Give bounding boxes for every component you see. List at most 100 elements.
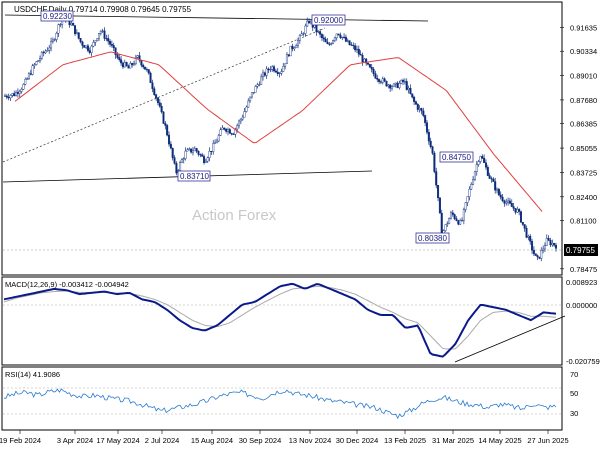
candle-body: [125, 62, 128, 66]
macd-panel: [1, 276, 563, 366]
candle-body: [33, 64, 36, 66]
candle-body: [166, 125, 169, 136]
candle-body: [203, 156, 206, 163]
candle-body: [219, 129, 222, 136]
svg-text:0.92230: 0.92230: [43, 12, 72, 21]
candle-body: [88, 50, 91, 53]
rsi-panel: [1, 366, 563, 431]
candle-body: [241, 116, 244, 120]
x-tick-label: 13 Feb 2025: [384, 436, 426, 445]
candle-body: [486, 167, 489, 176]
candle-body: [145, 69, 148, 71]
candle-body: [291, 45, 294, 50]
candle-body: [149, 72, 152, 83]
candle-body: [144, 66, 147, 70]
candle-body: [462, 209, 465, 221]
candle-body: [531, 241, 534, 251]
candle-body: [112, 45, 115, 48]
candle-body: [333, 37, 336, 41]
candle-body: [355, 48, 358, 51]
candle-body: [121, 62, 124, 68]
candle-body: [317, 31, 320, 33]
current-price-label: 0.79755: [564, 244, 598, 256]
candle-body: [453, 214, 456, 219]
candle-body: [39, 58, 42, 61]
candle-body: [514, 208, 517, 213]
candle-body: [51, 39, 54, 42]
price-candles: [3, 13, 558, 262]
candle-body: [525, 228, 528, 238]
annotation-92000: 0.92000: [311, 14, 346, 26]
candle-body: [512, 206, 515, 209]
candle-body: [346, 40, 349, 42]
candle-body: [505, 201, 508, 204]
candle-body: [236, 125, 239, 130]
price-tick-label: 0.91635: [570, 23, 597, 32]
candle-body: [484, 162, 487, 168]
candle-body: [271, 66, 274, 70]
candle-body: [492, 178, 495, 182]
candle-body: [529, 236, 532, 242]
candle-body: [308, 20, 311, 24]
candle-body: [230, 133, 233, 135]
candle-body: [55, 33, 58, 40]
candle-body: [390, 86, 393, 89]
candle-body: [107, 38, 110, 42]
candle-body: [70, 22, 73, 26]
candle-body: [422, 110, 425, 116]
candle-body: [295, 45, 298, 48]
candle-body: [352, 45, 355, 47]
candle-body: [457, 220, 460, 225]
x-tick-label: 19 Feb 2024: [0, 436, 41, 445]
candle-body: [370, 67, 373, 70]
candle-body: [472, 179, 475, 185]
candle-body: [273, 66, 276, 72]
candle-body: [354, 45, 357, 51]
candle-body: [424, 115, 427, 123]
candle-body: [519, 211, 522, 223]
candle-body: [501, 196, 504, 201]
candle-body: [199, 154, 202, 156]
x-axis: 19 Feb 2024 3 Apr 2024 17 May 2024 2 Jul 20…: [0, 430, 569, 445]
macd-title: MACD(12,26,9) -0.003412 -0.004942: [5, 280, 129, 289]
candle-body: [201, 154, 204, 157]
x-tick-label: 2 Jul 2024: [145, 436, 180, 445]
candle-body: [247, 100, 250, 108]
candle-body: [306, 20, 309, 27]
candle-body: [11, 93, 14, 96]
candle-body: [435, 171, 438, 186]
candle-body: [496, 188, 499, 191]
price-panel: [1, 1, 563, 276]
candle-body: [85, 45, 88, 48]
candle-body: [221, 127, 224, 130]
candle-body: [335, 33, 338, 39]
candle-body: [42, 52, 45, 54]
candle-body: [527, 236, 530, 238]
macd-tick-top: 0.008923: [566, 278, 597, 287]
candle-body: [389, 84, 392, 89]
candle-body: [9, 95, 12, 99]
price-tick-label: 0.83725: [570, 168, 597, 177]
candle-body: [332, 40, 335, 44]
candle-body: [197, 151, 200, 155]
candle-body: [503, 200, 506, 204]
x-tick-label: 3 Apr 2024: [57, 436, 93, 445]
candle-body: [446, 223, 449, 225]
candle-body: [153, 88, 156, 95]
candle-body: [180, 159, 183, 163]
candle-body: [396, 82, 399, 88]
candle-body: [473, 171, 476, 180]
candle-body: [280, 71, 283, 74]
candle-body: [381, 78, 384, 83]
candle-body: [420, 108, 423, 112]
candle-body: [293, 47, 296, 50]
symbol-title: USDCHF,Daily 0.79714 0.79908 0.79645 0.7…: [14, 5, 192, 14]
macd-main-line: [3, 282, 557, 358]
candle-body: [204, 160, 207, 163]
candle-body: [184, 150, 187, 159]
candle-body: [160, 106, 163, 113]
candle-body: [438, 197, 441, 214]
candle-body: [265, 68, 268, 76]
candle-body: [53, 39, 56, 41]
candle-body: [86, 45, 89, 51]
